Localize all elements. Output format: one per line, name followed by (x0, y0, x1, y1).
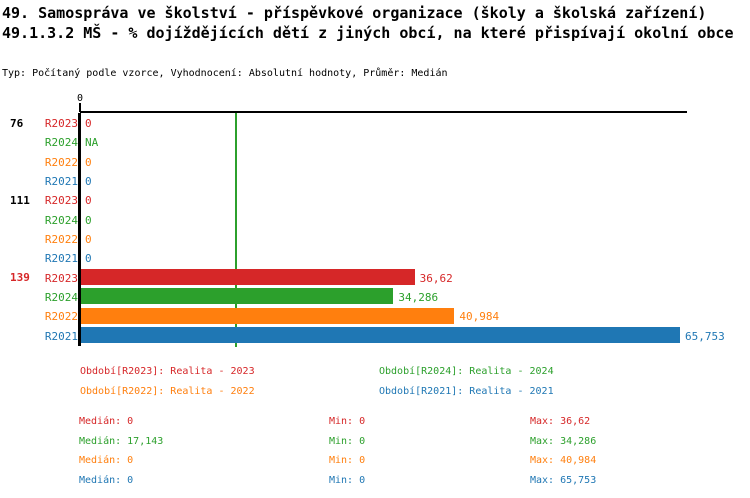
series-label: R2023 (44, 194, 78, 208)
series-label: R2021 (44, 329, 78, 343)
legend-item: Období[R2022]: Realita - 2022 (80, 386, 255, 397)
stat-max: Max: 40,984 (530, 455, 597, 466)
series-label: R2022 (44, 310, 78, 324)
value-label: 40,984 (459, 310, 500, 324)
value-label: 65,753 (685, 329, 725, 343)
value-label: 36,62 (419, 271, 453, 285)
legend-item: Období[R2024]: Realita - 2024 (379, 366, 554, 377)
series-label: R2022 (44, 232, 78, 246)
stat-median: Medián: 0 (79, 455, 134, 466)
value-label: 0 (85, 155, 92, 169)
bar-R2023 (81, 269, 415, 286)
value-label: NA (85, 136, 99, 150)
stat-min: Min: 0 (329, 475, 366, 486)
series-label: R2021 (44, 252, 78, 266)
legend-item: Období[R2023]: Realita - 2023 (80, 366, 255, 377)
stat-max: Max: 34,286 (530, 436, 597, 447)
stat-median: Medián: 0 (79, 416, 134, 427)
value-label: 0 (85, 117, 92, 130)
stat-min: Min: 0 (329, 436, 366, 447)
value-label: 34,286 (398, 290, 439, 304)
stat-min: Min: 0 (329, 416, 366, 427)
stat-median: Medián: 0 (79, 475, 134, 486)
bar-R2022 (81, 307, 455, 324)
axis-tick-zero-label: 0 (76, 93, 84, 104)
page-subtitle: 49.1.3.2 MŠ - % dojíždějících dětí z jin… (2, 24, 734, 42)
series-label: R2024 (44, 213, 78, 227)
series-label: R2023 (44, 117, 78, 130)
chart-meta-line: Typ: Počítaný podle vzorce, Vyhodnocení:… (2, 68, 448, 79)
value-label: 0 (85, 174, 92, 188)
stat-median: Medián: 17,143 (79, 436, 164, 447)
legend-item: Období[R2021]: Realita - 2021 (379, 386, 554, 397)
value-label: 0 (85, 232, 92, 246)
stat-max: Max: 65,753 (530, 475, 597, 486)
group-label: 76 (10, 116, 24, 130)
series-label: R2024 (44, 136, 78, 150)
stat-min: Min: 0 (329, 455, 366, 466)
zero-axis-line (78, 113, 81, 346)
bar-R2024 (81, 288, 394, 305)
series-label: R2022 (44, 155, 78, 169)
x-axis-line (80, 111, 687, 113)
series-label: R2024 (44, 290, 78, 304)
group-label: 111 (10, 193, 30, 207)
stat-max: Max: 36,62 (530, 416, 591, 427)
series-label: R2021 (44, 174, 78, 188)
value-label: 0 (85, 213, 92, 227)
group-label: 139 (10, 271, 30, 285)
value-label: 0 (85, 252, 92, 266)
value-label: 0 (85, 194, 92, 208)
page-title: 49. Samospráva ve školství - příspěvkové… (2, 4, 707, 22)
series-label: R2023 (44, 271, 78, 285)
axis-tick-mark (79, 103, 81, 112)
median-reference-line (235, 113, 238, 347)
bar-R2021 (81, 327, 680, 344)
